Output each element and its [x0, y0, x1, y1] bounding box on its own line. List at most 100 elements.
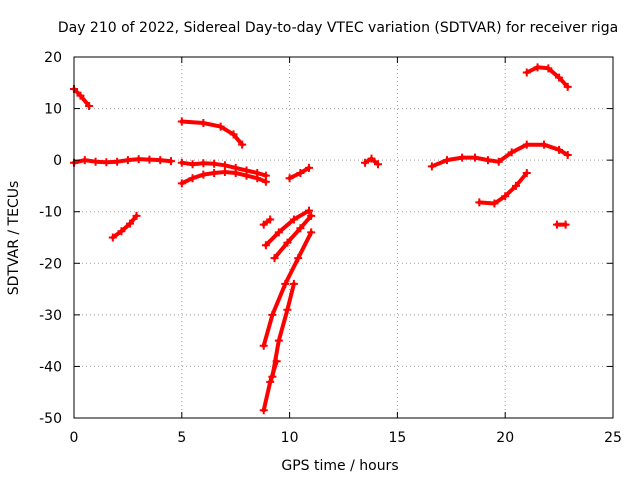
data-point — [102, 158, 111, 167]
series-line — [72, 87, 92, 108]
series-arc-16 — [475, 169, 531, 208]
series-line — [477, 171, 529, 206]
data-point — [177, 117, 186, 126]
grid-lines — [74, 57, 613, 418]
data-point — [296, 169, 305, 178]
data-point — [259, 341, 268, 350]
data-point — [490, 199, 499, 208]
series-arc-7 — [259, 215, 275, 229]
x-tick-label: 5 — [177, 430, 186, 446]
y-tick-label: 20 — [44, 50, 62, 66]
data-point — [259, 406, 268, 415]
y-tick-label: -20 — [39, 256, 62, 272]
data-point — [283, 238, 292, 247]
series-line — [261, 230, 314, 348]
data-point — [563, 150, 572, 159]
data-point — [305, 163, 314, 172]
data-point — [238, 140, 247, 149]
data-point — [216, 122, 225, 131]
y-tick-label: -50 — [39, 411, 62, 427]
x-axis-label: GPS time / hours — [281, 458, 398, 474]
data-point — [540, 140, 549, 149]
data-point — [305, 206, 314, 215]
data-point — [289, 279, 298, 288]
data-point — [307, 228, 316, 237]
series-arc-12 — [268, 279, 298, 381]
y-axis-label: SDTVAR / TECUs — [6, 181, 22, 296]
y-tick-label: 10 — [44, 102, 62, 118]
data-point — [274, 228, 283, 237]
data-point — [268, 372, 277, 381]
series-arc-10 — [259, 228, 316, 350]
data-point — [199, 170, 208, 179]
series-arc-17 — [522, 63, 572, 91]
data-point — [268, 310, 277, 319]
data-point — [361, 158, 370, 167]
data-point — [561, 220, 570, 229]
data-point — [296, 224, 305, 233]
data-point — [307, 211, 316, 220]
data-point — [113, 157, 122, 166]
series-arc-15 — [427, 140, 572, 171]
x-tick-label: 15 — [388, 430, 406, 446]
data-point — [85, 101, 94, 110]
series-line — [72, 157, 173, 165]
data-point — [494, 157, 503, 166]
data-point — [210, 169, 219, 178]
data-point — [210, 159, 219, 168]
data-point — [229, 130, 238, 139]
data-point — [283, 305, 292, 314]
series-arc-8 — [261, 206, 314, 250]
data-point — [511, 181, 520, 190]
chart-title: Day 210 of 2022, Sidereal Day-to-day VTE… — [58, 20, 618, 36]
x-axis-tick-labels: 0 5 10 15 20 25 — [70, 430, 622, 446]
series-line — [110, 213, 139, 240]
data-point — [134, 155, 143, 164]
x-tick-label: 25 — [604, 430, 622, 446]
plot-border — [73, 56, 614, 419]
series-arc-3 — [108, 211, 141, 242]
series-line — [429, 142, 570, 169]
data-point — [285, 174, 294, 183]
data-point — [471, 153, 480, 162]
data-point — [261, 177, 270, 186]
data-point — [177, 179, 186, 188]
data-point — [177, 158, 186, 167]
series-arc-14 — [361, 154, 382, 169]
data-point — [533, 63, 542, 72]
data-point — [242, 171, 251, 180]
data-point — [167, 157, 176, 166]
y-tick-label: -10 — [39, 205, 62, 221]
data-point — [501, 192, 510, 201]
data-point — [274, 336, 283, 345]
data-point — [259, 220, 268, 229]
data-point — [188, 160, 197, 169]
data-point — [555, 73, 564, 82]
series-arc-4 — [177, 117, 247, 149]
data-point — [261, 241, 270, 250]
data-point — [266, 377, 275, 386]
data-point — [289, 215, 298, 224]
y-axis-tick-labels: -50 -40 -30 -20 -10 0 10 20 — [39, 50, 62, 427]
data-point — [555, 145, 564, 154]
data-point — [188, 174, 197, 183]
data-point — [199, 159, 208, 168]
data-point — [220, 161, 229, 170]
series-arc-13 — [285, 163, 314, 183]
data-point — [80, 156, 89, 165]
data-point — [108, 233, 117, 242]
data-point — [156, 156, 165, 165]
data-point — [373, 160, 382, 169]
data-point — [442, 156, 451, 165]
axis-ticks — [73, 56, 614, 419]
data-point — [220, 168, 229, 177]
data-point — [132, 211, 141, 220]
data-point — [76, 91, 85, 100]
data-point — [427, 162, 436, 171]
data-point — [281, 279, 290, 288]
series-arc-1 — [70, 84, 94, 110]
data-point — [458, 153, 467, 162]
x-tick-label: 20 — [496, 430, 514, 446]
y-tick-label: 0 — [53, 153, 62, 169]
